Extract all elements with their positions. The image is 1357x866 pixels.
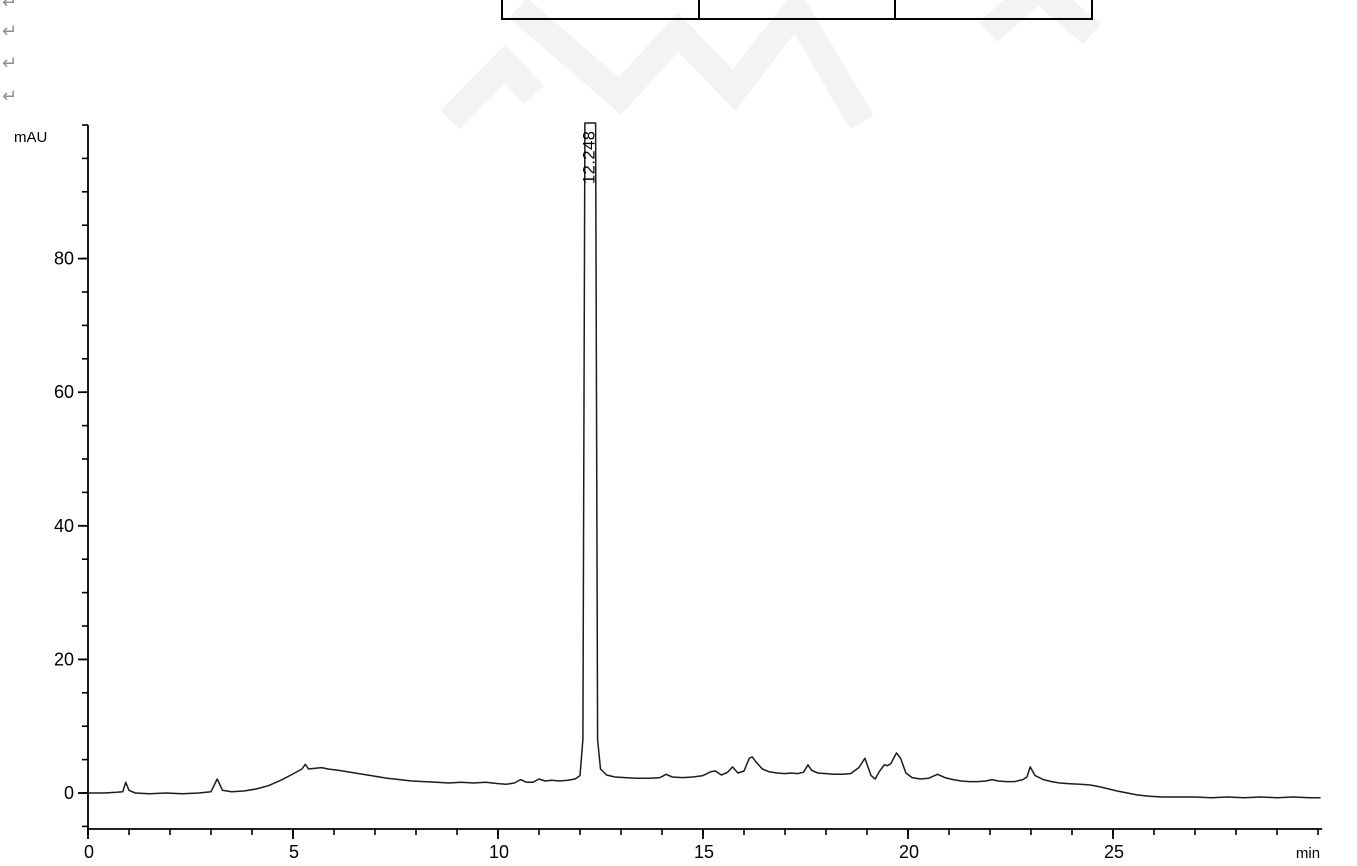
x-tick-label: 5 xyxy=(289,842,299,862)
x-tick-label: 15 xyxy=(694,842,714,862)
table-cell xyxy=(700,0,897,18)
peak-retention-time-label: 12.248 xyxy=(581,131,599,184)
table-cell xyxy=(503,0,700,18)
x-tick-label: 20 xyxy=(899,842,919,862)
x-axis-unit-label: min xyxy=(1296,845,1320,862)
table-fragment xyxy=(501,0,1093,20)
y-tick-label: 60 xyxy=(54,382,74,402)
x-tick-label: 10 xyxy=(489,842,509,862)
line-break-mark: ↵ xyxy=(2,86,18,107)
x-tick-label: 25 xyxy=(1104,842,1124,862)
y-axis-unit-label: mAU xyxy=(14,129,47,146)
line-break-mark: ↵ xyxy=(2,21,18,42)
y-tick-label: 40 xyxy=(54,516,74,536)
y-tick-label: 0 xyxy=(64,783,74,803)
trace-line xyxy=(87,122,1321,799)
y-tick-label: 20 xyxy=(54,649,74,669)
line-break-mark: ↵ xyxy=(2,53,18,74)
line-break-mark: ↵ xyxy=(2,0,18,13)
x-tick-label: 0 xyxy=(84,842,94,862)
y-tick-label: 80 xyxy=(54,249,74,269)
